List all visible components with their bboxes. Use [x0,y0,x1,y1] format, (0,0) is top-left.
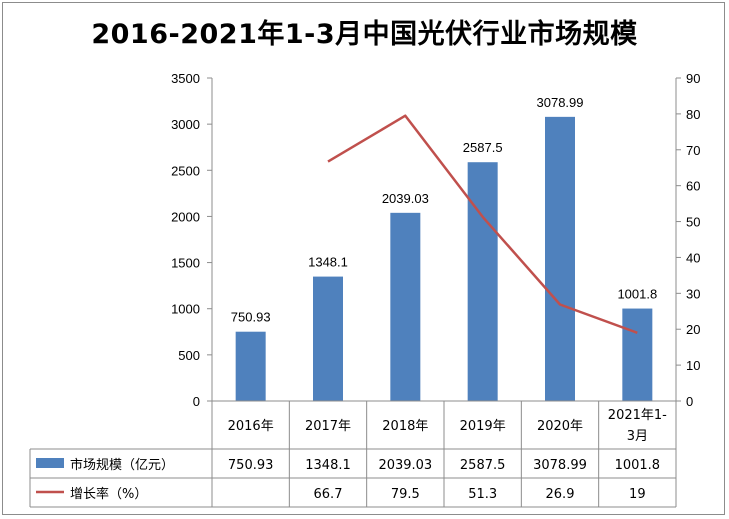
category-label: 2020年 [537,419,583,434]
category-label: 2018年 [382,419,428,434]
y-left-tick-label: 2000 [171,209,200,224]
bar-data-label: 3078.99 [537,95,584,110]
y-left-tick-label: 1000 [171,302,200,317]
y-right-tick-label: 90 [686,71,700,86]
bar [390,212,421,401]
legend-label-bars: 市场规模（亿元） [70,457,174,473]
category-label: 2016年 [228,419,274,434]
category-label: 2017年 [305,419,351,434]
bar-data-label: 1001.8 [617,287,657,302]
y-left-tick-label: 3500 [171,71,200,86]
bar-data-label: 750.93 [231,310,271,325]
category-label: 3月 [627,429,648,444]
table-cell-market-size: 2039.03 [378,458,432,473]
bar [545,116,575,401]
bar [467,162,498,401]
bar-data-label: 2039.03 [382,191,429,206]
legend-key-bars [36,458,64,468]
y-left-tick-label: 0 [193,394,200,409]
bar-data-label: 2587.5 [463,140,503,155]
y-right-tick-label: 0 [686,394,693,409]
y-left-tick-label: 500 [178,348,200,363]
y-right-tick-label: 70 [686,143,700,158]
y-right-tick-label: 20 [686,322,700,337]
y-left-tick-label: 1500 [171,256,200,271]
y-left-tick-label: 3000 [171,117,200,132]
y-left-tick-label: 2500 [171,163,200,178]
y-right-tick-label: 50 [686,215,700,230]
table-cell-market-size: 750.93 [228,458,274,473]
table-cell-growth-rate: 66.7 [314,487,343,502]
bar [313,276,343,401]
table-cell-market-size: 3078.99 [533,458,587,473]
table-cell-growth-rate: 79.5 [391,487,420,502]
table-cell-market-size: 2587.5 [460,458,506,473]
bar [622,308,653,401]
category-label: 2021年1- [608,408,667,423]
bar [235,331,266,401]
y-right-tick-label: 60 [686,179,700,194]
y-right-tick-label: 40 [686,250,700,265]
table-cell-growth-rate: 19 [629,487,646,502]
chart-title: 2016-2021年1-3月中国光伏行业市场规模 [91,19,638,50]
table-cell-growth-rate: 26.9 [546,487,575,502]
table-cell-growth-rate: 51.3 [468,487,497,502]
table-cell-market-size: 1348.1 [305,458,351,473]
category-label: 2019年 [460,419,506,434]
bar-data-label: 1348.1 [308,255,348,270]
table-cell-market-size: 1001.8 [615,458,661,473]
y-right-tick-label: 10 [686,358,700,373]
y-right-tick-label: 80 [686,107,700,122]
legend-label-line: 增长率（%） [70,486,147,502]
y-right-tick-label: 30 [686,286,700,301]
